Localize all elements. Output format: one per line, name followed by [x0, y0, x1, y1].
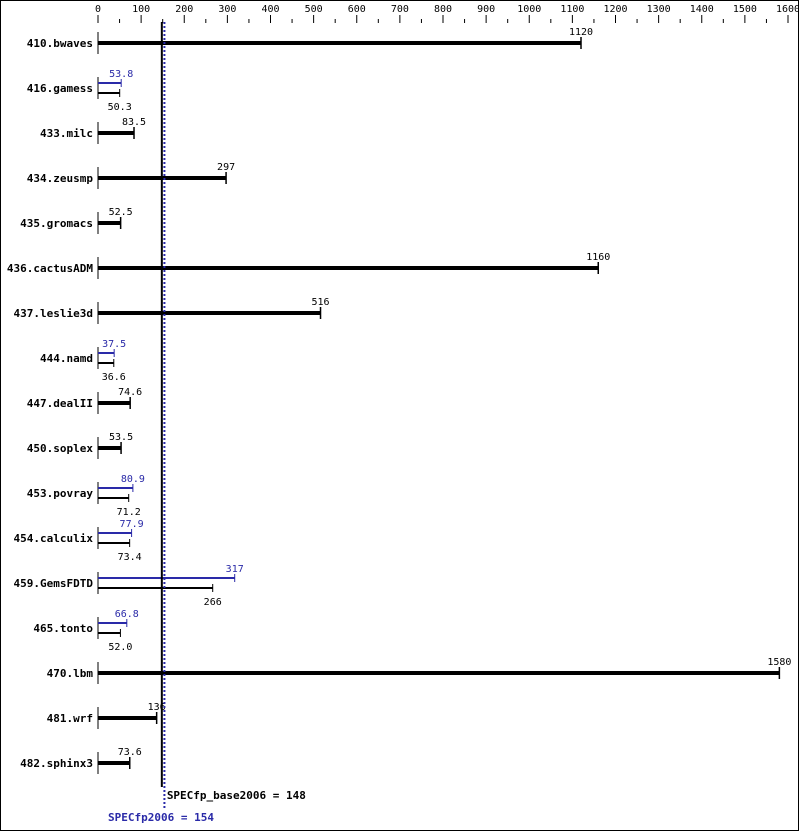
category-label: 437.leslie3d — [14, 307, 93, 320]
peak-label: 37.5 — [102, 339, 126, 350]
data-label: 516 — [311, 297, 329, 308]
tick-label: 1300 — [647, 4, 671, 15]
tick-label: 100 — [132, 4, 150, 15]
bar-base-peak — [98, 266, 599, 270]
peak-score-label: SPECfp2006 = 154 — [108, 811, 214, 824]
tick-label: 500 — [305, 4, 323, 15]
tick-label: 1200 — [603, 4, 627, 15]
data-label: 297 — [217, 162, 235, 173]
bar-base-peak — [98, 446, 122, 450]
base-label: 52.0 — [108, 642, 132, 653]
bar-base-peak — [98, 41, 581, 45]
category-label: 482.sphinx3 — [20, 757, 93, 770]
data-label: 1160 — [586, 252, 610, 263]
data-label: 1120 — [569, 27, 593, 38]
tick-label: 600 — [348, 4, 366, 15]
bar-base-peak — [98, 716, 157, 720]
base-label: 71.2 — [117, 507, 141, 518]
category-label: 470.lbm — [47, 667, 94, 680]
bar-base-peak — [98, 311, 321, 315]
tick-label: 200 — [175, 4, 193, 15]
bar-base-peak — [98, 401, 131, 405]
base-score-label: SPECfp_base2006 = 148 — [167, 789, 306, 802]
category-label: 447.dealII — [27, 397, 93, 410]
category-label: 459.GemsFDTD — [14, 577, 94, 590]
tick-label: 0 — [95, 4, 101, 15]
data-label: 136 — [148, 702, 166, 713]
bar-base-peak — [98, 761, 130, 765]
bar-base-peak — [98, 131, 135, 135]
tick-label: 1600 — [776, 4, 799, 15]
data-label: 53.5 — [109, 432, 133, 443]
category-label: 450.soplex — [27, 442, 94, 455]
category-label: 434.zeusmp — [27, 172, 94, 185]
category-label: 433.milc — [40, 127, 93, 140]
peak-label: 53.8 — [109, 69, 133, 80]
data-label: 83.5 — [122, 117, 146, 128]
peak-label: 317 — [226, 564, 244, 575]
tick-label: 1500 — [733, 4, 757, 15]
data-label: 73.6 — [118, 747, 142, 758]
category-label: 410.bwaves — [27, 37, 93, 50]
bar-base-peak — [98, 671, 780, 675]
category-label: 481.wrf — [47, 712, 93, 725]
tick-label: 400 — [261, 4, 279, 15]
tick-label: 1400 — [690, 4, 714, 15]
peak-label: 77.9 — [120, 519, 144, 530]
tick-label: 900 — [477, 4, 495, 15]
category-label: 435.gromacs — [20, 217, 93, 230]
category-label: 416.gamess — [27, 82, 93, 95]
base-label: 50.3 — [108, 102, 132, 113]
data-label: 52.5 — [109, 207, 133, 218]
tick-label: 1000 — [517, 4, 541, 15]
peak-label: 80.9 — [121, 474, 145, 485]
tick-label: 1100 — [560, 4, 584, 15]
base-label: 266 — [204, 597, 222, 608]
category-label: 465.tonto — [33, 622, 93, 635]
category-label: 444.namd — [40, 352, 93, 365]
tick-label: 800 — [434, 4, 452, 15]
tick-label: 700 — [391, 4, 409, 15]
data-label: 1580 — [767, 657, 791, 668]
data-label: 74.6 — [118, 387, 142, 398]
peak-label: 66.8 — [115, 609, 139, 620]
tick-label: 300 — [218, 4, 236, 15]
base-label: 73.4 — [118, 552, 142, 563]
category-label: 453.povray — [27, 487, 94, 500]
category-label: 436.cactusADM — [7, 262, 93, 275]
category-label: 454.calculix — [14, 532, 94, 545]
bar-base-peak — [98, 221, 121, 225]
base-label: 36.6 — [102, 372, 126, 383]
